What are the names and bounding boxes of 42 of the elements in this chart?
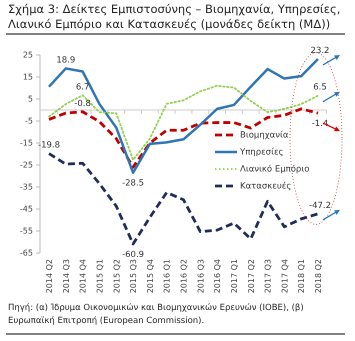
x-tick-label: 2014 Q4 bbox=[78, 259, 88, 294]
y-tick-label: 25 bbox=[22, 50, 33, 60]
chart-title: Σχήμα 3: Δείκτες Εμπιστοσύνης – Βιομηχανία, Υπηρεσίες, Λιανικό Εμπόριο και Κατασκευές (μονάδες δείκτη (ΜΔ)) bbox=[8, 2, 340, 31]
y-tick-label: -65 bbox=[20, 248, 33, 258]
data-label: -19.8 bbox=[38, 140, 60, 151]
x-tick-label: 2017 Q3 bbox=[264, 259, 273, 294]
y-tick-label: -25 bbox=[20, 160, 33, 170]
data-label: 6.5 bbox=[313, 82, 327, 93]
y-tick-label: 5 bbox=[28, 94, 33, 104]
x-tick-label: 2015 Q2 bbox=[112, 259, 122, 294]
data-label: 23.2 bbox=[310, 46, 330, 56]
x-tick-label: 2015 Q4 bbox=[146, 259, 155, 294]
x-tick-label: 2017 Q1 bbox=[230, 259, 239, 294]
x-tick-label: 2017 Q2 bbox=[246, 259, 256, 294]
text: Πηγή: (α) Ίδρυμα Οικονομικών και Βιομηχανικών Ερευνών (ΙΟΒΕ), (β) Ευρωπαϊκή Επιτροπή (European Commission). bbox=[8, 303, 304, 326]
data-label: -47.2 bbox=[309, 200, 331, 211]
data-label: -60.9 bbox=[122, 250, 144, 260]
legend-label: Βιομηχανία bbox=[240, 130, 289, 141]
data-label: 6.7 bbox=[76, 82, 90, 92]
y-tick-label: -5 bbox=[25, 116, 33, 126]
x-tick-label: 2016 Q4 bbox=[213, 259, 222, 294]
y-tick-label: -55 bbox=[20, 226, 33, 236]
legend-label: Υπηρεσίες bbox=[239, 148, 284, 158]
x-tick-label: 2015 Q3 bbox=[129, 259, 138, 294]
y-tick-label: -35 bbox=[20, 182, 33, 192]
x-tick-label: 2016 Q2 bbox=[180, 259, 188, 294]
legend-label: Λιανικό Εμπόριο bbox=[240, 164, 310, 175]
legend-label: Κατασκευές bbox=[240, 182, 292, 192]
x-tick-label: 2014 Q2 bbox=[45, 259, 54, 294]
x-tick-label: 2018 Q2 bbox=[314, 259, 323, 294]
x-tick-label: 2017 Q4 bbox=[280, 259, 290, 294]
data-label: -28.5 bbox=[122, 178, 144, 189]
x-tick-label: 2015 Q1 bbox=[95, 259, 104, 294]
y-tick-label: 15 bbox=[22, 72, 33, 82]
data-label: 18.9 bbox=[56, 55, 76, 66]
x-tick-label: 2016 Q1 bbox=[162, 259, 172, 294]
y-tick-label: -45 bbox=[20, 204, 33, 214]
y-tick-label: -15 bbox=[20, 138, 33, 148]
x-tick-label: 2014 Q3 bbox=[62, 259, 71, 294]
x-tick-label: 2016 Q3 bbox=[196, 259, 206, 294]
data-label: -0.8 bbox=[74, 98, 91, 109]
x-tick-label: 2018 Q1 bbox=[297, 259, 306, 294]
